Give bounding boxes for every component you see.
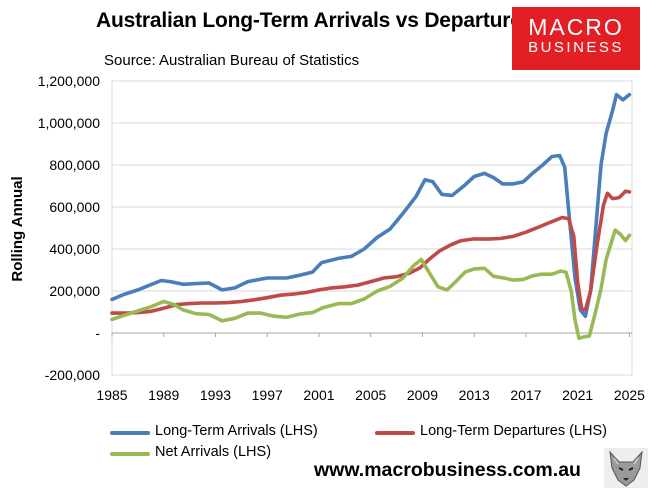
y-tick-label: 200,000 xyxy=(49,283,100,299)
legend-label-departures: Long-Term Departures (LHS) xyxy=(420,423,607,439)
legend-swatch-departures xyxy=(375,431,415,435)
wolf-head-icon xyxy=(604,448,648,488)
plot-area xyxy=(111,80,633,376)
legend-swatch-arrivals xyxy=(110,431,150,435)
x-tick-label: 2025 xyxy=(614,387,645,403)
y-tick-label: 600,000 xyxy=(49,199,100,215)
x-tick-label: 2005 xyxy=(355,387,386,403)
x-tick-label: 1993 xyxy=(200,387,231,403)
y-tick-label: 1,200,000 xyxy=(38,73,100,89)
macrobusiness-logo[interactable]: MACRO BUSINESS xyxy=(512,7,640,70)
y-tick-label: 400,000 xyxy=(49,241,100,257)
x-tick-label: 2017 xyxy=(510,387,541,403)
y-tick-label: 800,000 xyxy=(49,157,100,173)
series-line-net xyxy=(110,228,632,341)
y-tick-label: - xyxy=(95,325,100,341)
legend-label-net: Net Arrivals (LHS) xyxy=(155,444,272,460)
legend-swatch-net xyxy=(110,452,150,456)
series-line-arrivals xyxy=(110,92,632,319)
y-axis-label: Rolling Annual xyxy=(9,176,26,281)
y-tick-label: 1,000,000 xyxy=(38,115,100,131)
logo-line1: MACRO xyxy=(528,14,624,40)
y-tick-label: -200,000 xyxy=(45,367,100,383)
x-tick-label: 2001 xyxy=(303,387,334,403)
x-tick-label: 2013 xyxy=(459,387,490,403)
x-tick-label: 1985 xyxy=(96,387,127,403)
source-note: Source: Australian Bureau of Statistics xyxy=(104,52,360,69)
site-url[interactable]: www.macrobusiness.com.au xyxy=(314,459,581,481)
logo-line2: BUSINESS xyxy=(528,39,624,56)
x-tick-label: 2021 xyxy=(562,387,593,403)
legend-label-arrivals: Long-Term Arrivals (LHS) xyxy=(155,423,318,439)
page-title: Australian Long-Term Arrivals vs Departu… xyxy=(96,9,534,32)
x-tick-label: 2009 xyxy=(407,387,438,403)
x-tick-label: 1997 xyxy=(252,387,283,403)
x-tick-label: 1989 xyxy=(148,387,179,403)
